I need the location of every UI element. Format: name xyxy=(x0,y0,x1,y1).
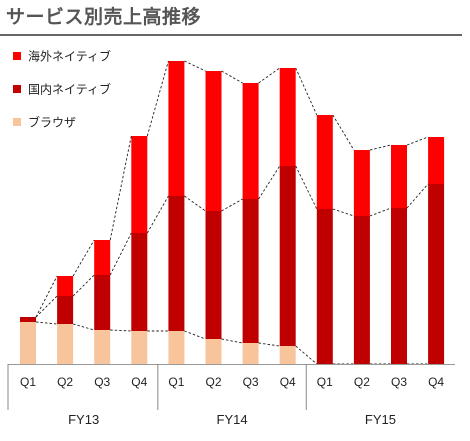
bar-segment-1-5 xyxy=(168,331,185,364)
bar-segment-1-3 xyxy=(94,330,111,364)
x-tick-label: Q4 xyxy=(131,375,147,389)
legend-label: 海外ネイティブ xyxy=(28,49,111,64)
x-tick-label: Q1 xyxy=(168,375,184,389)
bar-segment-3-3 xyxy=(94,240,111,275)
bar-segment-3-7 xyxy=(242,83,259,199)
bar-segment-2-1 xyxy=(20,317,36,322)
x-group-label: FY15 xyxy=(365,412,396,427)
x-tick-label: Q4 xyxy=(280,375,296,389)
bar-segment-2-2 xyxy=(57,296,74,324)
bar-segment-3-11 xyxy=(391,145,407,208)
bar-segment-2-8 xyxy=(279,166,296,346)
bar-segment-2-5 xyxy=(168,196,185,331)
trend-line-2 xyxy=(35,165,429,318)
bar-segment-3-2 xyxy=(57,276,74,296)
bar-segment-1-7 xyxy=(242,343,259,364)
bar-segment-2-12 xyxy=(428,184,445,364)
x-tick-label: Q3 xyxy=(243,375,259,389)
legend-label: ブラウザ xyxy=(28,115,76,130)
legend-swatch xyxy=(13,52,21,60)
x-tick-label: Q4 xyxy=(428,375,444,389)
bar-segment-2-7 xyxy=(242,199,259,343)
x-group-label: FY14 xyxy=(217,412,248,427)
x-tick-label: Q2 xyxy=(205,375,221,389)
bar-segment-3-6 xyxy=(205,71,222,211)
legend-swatch xyxy=(13,85,21,93)
bar-segment-2-9 xyxy=(316,209,333,364)
x-axis: Q1 Q2 Q3 Q4 Q1 Q2 Q3 Q4 Q1 Q2 Q3 Q4 FY13 FY14 FY15 xyxy=(7,364,455,427)
bars-layer xyxy=(20,61,445,364)
bar-segment-3-8 xyxy=(279,68,296,166)
legend-swatch xyxy=(13,118,21,126)
bar-segment-3-12 xyxy=(428,137,445,184)
x-tick-label: Q3 xyxy=(94,375,110,389)
bar-segment-1-8 xyxy=(279,346,296,364)
bar-segment-1-6 xyxy=(205,339,222,364)
bar-segment-3-5 xyxy=(168,61,185,196)
bar-segment-3-9 xyxy=(316,115,333,209)
bar-segment-2-11 xyxy=(391,208,407,364)
x-tick-label: Q1 xyxy=(20,375,36,389)
bar-segment-2-10 xyxy=(353,216,370,364)
bar-segment-2-4 xyxy=(131,233,148,331)
x-tick-label: Q2 xyxy=(354,375,370,389)
bar-segment-2-6 xyxy=(205,211,222,339)
bar-segment-3-10 xyxy=(353,150,370,216)
chart-title: サービス別売上高推移 xyxy=(6,6,202,28)
trend-line-3 xyxy=(35,60,429,318)
bar-segment-1-1 xyxy=(20,322,36,364)
x-tick-label: Q3 xyxy=(391,375,407,389)
title-divider xyxy=(0,34,462,36)
x-tick-label: Q1 xyxy=(317,375,333,389)
bar-segment-1-2 xyxy=(57,324,74,364)
bar-segment-3-4 xyxy=(131,136,148,233)
bar-segment-2-3 xyxy=(94,275,111,330)
x-tick-label: Q2 xyxy=(57,375,73,389)
x-group-label: FY13 xyxy=(68,412,99,427)
bar-segment-1-4 xyxy=(131,331,148,364)
legend-label: 国内ネイティブ xyxy=(28,82,111,97)
